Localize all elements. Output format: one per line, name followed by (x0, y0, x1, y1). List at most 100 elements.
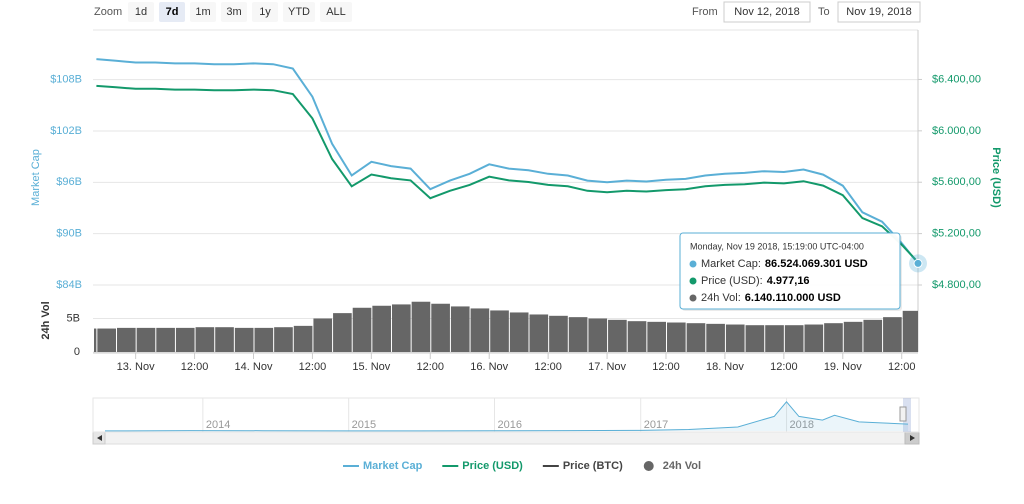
navigator-line (104, 401, 909, 432)
tooltip-item-value: 4.977,16 (767, 275, 810, 287)
volume-bar (666, 322, 686, 352)
zoom-button[interactable] (320, 2, 352, 22)
x-tick-label: 18. Nov (706, 361, 744, 373)
zoom-button-label: 1y (259, 6, 271, 18)
series-line (96, 84, 919, 263)
volume-bar (450, 306, 470, 352)
volume-bar (234, 327, 254, 352)
volume-bar (706, 323, 725, 352)
x-tick-label: 12:00 (417, 361, 445, 373)
volume-axis-title: 24h Vol (40, 301, 52, 339)
x-tick-label: 12:00 (888, 361, 916, 373)
to-date: Nov 19, 2018 (846, 6, 911, 18)
zoom-button-label: 7d (166, 6, 179, 18)
volume-bar (529, 314, 549, 352)
volume-bar (175, 327, 195, 352)
y-tick-label: $84B (56, 279, 82, 291)
legend-label[interactable]: 24h Vol (663, 460, 701, 472)
volume-bar (116, 327, 136, 352)
volume-bar (824, 323, 843, 352)
volume-bar (136, 327, 156, 352)
volume-bar (804, 324, 824, 352)
volume-bar (883, 317, 902, 352)
from-input[interactable] (723, 1, 811, 23)
y2-tick-label: $6.000,00 (932, 125, 981, 137)
zoom-button[interactable] (283, 2, 315, 22)
y-tick-label: $90B (56, 228, 82, 240)
volume-bar (195, 327, 215, 352)
navigator-tick-label: 2018 (790, 419, 814, 431)
y-tick-label: $108B (50, 74, 82, 86)
scrollbar-track[interactable] (92, 431, 920, 445)
tooltip-item-value: 86.524.069.301 USD (765, 258, 868, 270)
x-tick-label: 12:00 (181, 361, 209, 373)
volume-bar (391, 304, 411, 352)
x-tick-label: 12:00 (770, 361, 798, 373)
volume-bar (686, 323, 706, 352)
tooltip (679, 232, 901, 310)
volume-bar (470, 308, 490, 352)
y2-tick-label: $5.200,00 (932, 228, 981, 240)
series-line (96, 58, 919, 265)
x-tick-label: 15. Nov (352, 361, 390, 373)
zoom-button[interactable] (159, 2, 185, 22)
volume-bar (608, 319, 627, 352)
legend-symbol[interactable] (643, 461, 654, 471)
tooltip-bullet (689, 260, 697, 268)
navigator-tick-label: 2015 (352, 419, 376, 431)
zoom-button[interactable] (190, 2, 216, 22)
tooltip-item-label: Market Cap: (701, 258, 761, 270)
zoom-button[interactable] (221, 2, 247, 22)
volume-bar (745, 325, 765, 352)
volume-bar (352, 307, 372, 352)
scroll-right-arrow (910, 435, 915, 441)
navigator-selection[interactable] (903, 398, 911, 432)
to-input[interactable] (837, 1, 921, 23)
zoom-button-label: 1m (195, 6, 210, 18)
tooltip-item-label: 24h Vol: (701, 292, 741, 304)
volume-tick-label: 5B (67, 312, 80, 324)
x-tick-label: 16. Nov (470, 361, 508, 373)
volume-bar (588, 318, 608, 352)
legend-label[interactable]: Price (USD) (462, 460, 523, 472)
volume-bar (94, 328, 97, 352)
volume-bar (215, 327, 234, 352)
volume-bar (97, 328, 116, 352)
volume-bar (549, 315, 568, 352)
volume-bar (784, 325, 804, 352)
y-tick-label: $96B (56, 176, 82, 188)
tooltip-item-label: Price (USD): (701, 275, 763, 287)
volume-bar (568, 317, 588, 352)
from-date: Nov 12, 2018 (734, 6, 799, 18)
legend-label[interactable]: Market Cap (363, 460, 423, 472)
volume-bar (372, 305, 391, 352)
volume-bar (725, 324, 745, 352)
volume-bar (333, 313, 352, 352)
y2-axis-title: Price (USD) (990, 147, 1002, 208)
hover-marker (913, 258, 923, 268)
x-tick-label: 12:00 (299, 361, 327, 373)
volume-bar (647, 321, 666, 352)
volume-bar (313, 318, 333, 352)
legend-label[interactable]: Price (BTC) (563, 460, 623, 472)
zoom-button[interactable] (128, 2, 154, 22)
y-tick-label: $102B (50, 125, 82, 137)
zoom-button-label: ALL (326, 6, 346, 18)
x-tick-label: 14. Nov (235, 361, 273, 373)
volume-bar (431, 303, 450, 352)
from-label: From (692, 6, 718, 18)
zoom-button[interactable] (252, 2, 278, 22)
navigator-tick-label: 2017 (644, 419, 668, 431)
navigator-handle[interactable] (899, 406, 907, 422)
volume-bar (843, 321, 863, 352)
volume-bar (411, 301, 431, 352)
tooltip-title: Monday, Nov 19 2018, 15:19:00 UTC-04:00 (690, 241, 864, 251)
to-label: To (818, 6, 830, 18)
x-tick-label: 19. Nov (824, 361, 862, 373)
zoom-button-label: 1d (135, 6, 147, 18)
volume-bar (902, 310, 918, 352)
volume-bar (863, 319, 883, 352)
navigator-tick-label: 2014 (206, 419, 230, 431)
